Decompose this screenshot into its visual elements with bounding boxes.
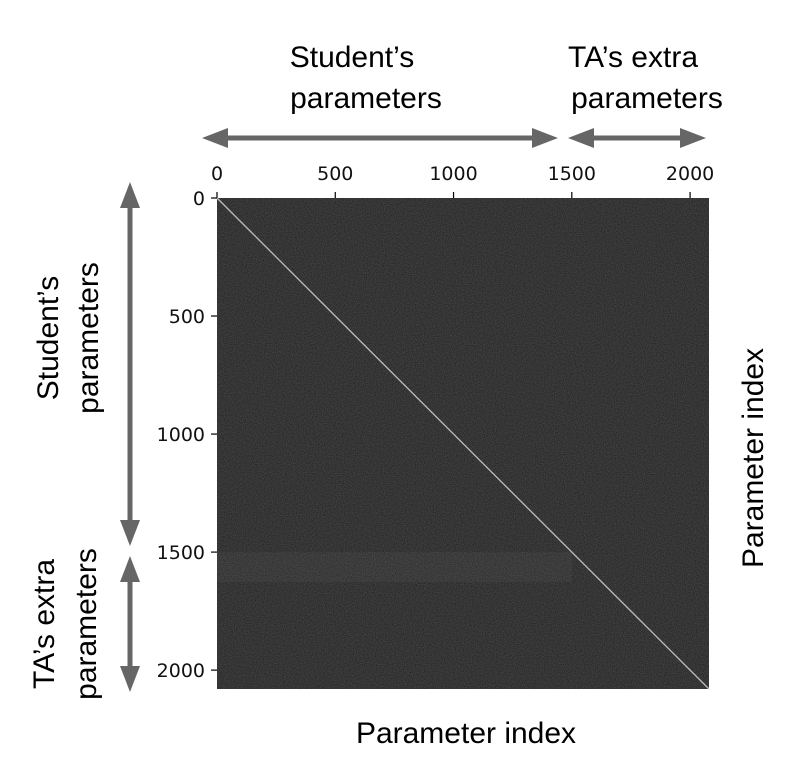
arrow-head-right	[680, 128, 706, 148]
x-tick-label: 2000	[666, 163, 714, 185]
x-axis-ticks: 0 500 1000 1500 2000	[211, 163, 714, 198]
left-student-arrow	[120, 182, 140, 546]
y-tick-label: 500	[169, 306, 205, 328]
heatmap-ta-band	[217, 552, 572, 582]
x-tick-label: 0	[211, 163, 223, 185]
top-ta-annotation-line1: TA’s extra	[568, 41, 698, 74]
top-student-annotation-line1: Student’s	[290, 41, 415, 74]
left-student-annotation-line2: parameters	[72, 262, 105, 414]
y-tick-label: 1500	[157, 542, 205, 564]
y-axis-label: Parameter index	[737, 348, 770, 568]
left-ta-annotation-line1: TA’s extra	[28, 559, 61, 689]
arrow-head-up	[120, 556, 140, 582]
x-tick-label: 500	[317, 163, 353, 185]
arrow-head-down	[120, 666, 140, 692]
arrow-head-right	[532, 128, 558, 148]
top-student-arrow	[202, 128, 558, 148]
top-ta-annotation-line2: parameters	[571, 82, 723, 115]
arrow-head-left	[568, 128, 594, 148]
left-student-annotation-line1: Student’s	[32, 276, 65, 401]
heatmap-plot	[216, 197, 710, 690]
y-tick-label: 0	[193, 188, 205, 210]
arrow-head-up	[120, 182, 140, 208]
top-student-annotation-line2: parameters	[290, 82, 442, 115]
arrow-head-down	[120, 520, 140, 546]
y-tick-label: 2000	[157, 660, 205, 682]
left-ta-arrow	[120, 556, 140, 692]
left-ta-annotation-line2: parameters	[70, 548, 103, 700]
y-tick-label: 1000	[157, 424, 205, 446]
arrow-head-left	[202, 128, 228, 148]
annotation-arrows	[120, 128, 706, 692]
x-tick-label: 1000	[429, 163, 477, 185]
y-axis-ticks: 0 500 1000 1500 2000	[157, 188, 217, 682]
top-ta-arrow	[568, 128, 706, 148]
x-tick-label: 1500	[548, 163, 596, 185]
x-axis-label: Parameter index	[356, 717, 576, 750]
heatmap-diagonal	[216, 197, 710, 690]
